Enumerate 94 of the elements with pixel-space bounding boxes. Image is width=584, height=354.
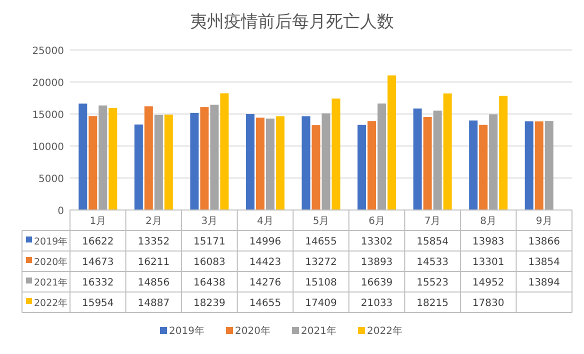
data-label: 15171 bbox=[194, 236, 226, 248]
data-label: 14655 bbox=[305, 236, 337, 248]
data-label: 13983 bbox=[472, 236, 504, 248]
data-label: 17409 bbox=[305, 298, 337, 309]
legend: 2020年 bbox=[226, 326, 270, 337]
bar bbox=[220, 93, 229, 210]
data-label: 18215 bbox=[416, 298, 448, 309]
bar bbox=[256, 118, 264, 210]
bar bbox=[78, 104, 88, 210]
bar bbox=[88, 116, 98, 210]
data-label: 16083 bbox=[194, 257, 226, 268]
data-label: 18239 bbox=[194, 298, 226, 309]
bar bbox=[534, 121, 544, 210]
x-tick-label: 2月 bbox=[145, 216, 162, 227]
bar bbox=[200, 107, 209, 210]
data-label: 16211 bbox=[138, 257, 170, 268]
data-label: 14887 bbox=[138, 298, 170, 309]
y-tick-label: 10000 bbox=[32, 142, 64, 153]
bar bbox=[378, 104, 386, 210]
data-label: 14276 bbox=[249, 278, 282, 288]
bar bbox=[469, 120, 478, 210]
bar bbox=[210, 104, 219, 210]
legend: 2019年 bbox=[160, 326, 204, 337]
bar bbox=[433, 110, 442, 210]
bar bbox=[413, 108, 422, 210]
bar bbox=[388, 75, 396, 210]
bar bbox=[489, 114, 498, 210]
data-label: 15108 bbox=[305, 278, 337, 288]
data-label: 14423 bbox=[249, 257, 282, 268]
data-label: 16622 bbox=[82, 236, 114, 248]
data-label: 13301 bbox=[472, 257, 504, 268]
y-tick-label: 5000 bbox=[38, 174, 64, 185]
bar bbox=[108, 108, 118, 210]
data-label: 13893 bbox=[360, 257, 393, 268]
x-tick-label: 9月 bbox=[536, 216, 552, 227]
data-label: 17830 bbox=[472, 298, 504, 309]
bar bbox=[266, 118, 274, 210]
bar bbox=[246, 114, 254, 210]
x-tick-label: 1月 bbox=[90, 216, 106, 227]
legend: 2022年 bbox=[358, 326, 402, 337]
bar bbox=[322, 113, 330, 210]
y-tick-label: 0 bbox=[58, 206, 64, 217]
x-tick-label: 7月 bbox=[424, 216, 441, 227]
data-label: 21033 bbox=[360, 298, 393, 309]
bar bbox=[134, 124, 143, 210]
bar bbox=[190, 112, 199, 210]
x-tick-label: 3月 bbox=[201, 216, 218, 227]
bar bbox=[423, 116, 432, 210]
bar bbox=[312, 125, 320, 210]
bar bbox=[154, 114, 163, 210]
y-tick-label: 25000 bbox=[32, 46, 64, 57]
bar bbox=[302, 116, 310, 210]
bar bbox=[499, 96, 508, 210]
bar bbox=[98, 105, 108, 210]
data-label: 13866 bbox=[528, 236, 560, 248]
data-label: 13352 bbox=[138, 236, 170, 248]
data-label: 13302 bbox=[360, 236, 393, 248]
y-tick-label: 20000 bbox=[32, 78, 64, 89]
data-label: 14952 bbox=[472, 278, 504, 288]
data-label: 15523 bbox=[416, 278, 448, 288]
legend-label: 2020年 bbox=[34, 256, 68, 268]
x-tick-label: 4月 bbox=[257, 216, 274, 227]
data-label: 16332 bbox=[82, 278, 114, 288]
x-tick-label: 5月 bbox=[312, 216, 330, 227]
data-label: 13854 bbox=[528, 257, 560, 268]
bar bbox=[358, 124, 366, 210]
bar bbox=[144, 106, 153, 210]
legend-label: 2019年 bbox=[34, 236, 68, 248]
x-tick-label: 6月 bbox=[368, 216, 385, 227]
legend-label: 2022年 bbox=[34, 297, 68, 309]
data-label: 16438 bbox=[194, 278, 226, 288]
data-label: 14655 bbox=[249, 298, 282, 309]
chart-title: 夷州疫情前后每月死亡人数 bbox=[190, 12, 394, 32]
data-label: 14856 bbox=[138, 278, 170, 288]
bar bbox=[544, 121, 554, 210]
data-label: 13894 bbox=[528, 278, 560, 288]
bar bbox=[276, 116, 284, 210]
data-label: 14533 bbox=[416, 257, 448, 268]
bar bbox=[524, 121, 534, 210]
data-label: 14673 bbox=[82, 257, 114, 268]
data-label: 16639 bbox=[360, 278, 393, 288]
data-label: 15954 bbox=[82, 298, 114, 309]
bar bbox=[479, 124, 488, 210]
x-tick-label: 8月 bbox=[480, 216, 497, 227]
bar bbox=[368, 121, 376, 210]
bar bbox=[332, 98, 340, 210]
data-label: 14996 bbox=[249, 236, 282, 248]
bar bbox=[443, 93, 452, 210]
data-label: 13272 bbox=[305, 257, 337, 268]
y-tick-label: 15000 bbox=[32, 110, 64, 121]
legend-label: 2021年 bbox=[34, 276, 68, 288]
bar bbox=[164, 114, 173, 210]
data-label: 15854 bbox=[416, 236, 448, 248]
legend: 2021年 bbox=[292, 326, 336, 337]
